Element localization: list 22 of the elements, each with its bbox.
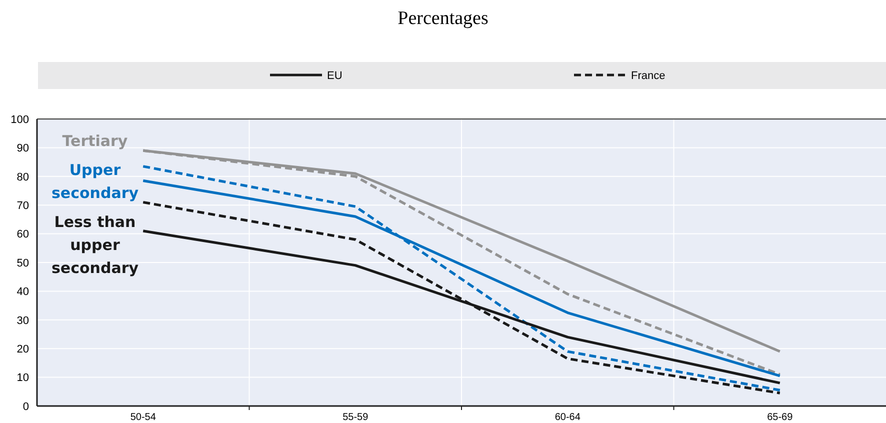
legend-label: France — [631, 70, 666, 82]
y-tick-label: 100 — [10, 114, 29, 126]
x-tick-label: 60-64 — [554, 412, 581, 423]
y-tick-label: 40 — [16, 286, 29, 298]
line-series — [142, 200, 782, 394]
legend-label: EU — [327, 70, 342, 82]
x-tick-label: 55-59 — [342, 412, 369, 423]
y-tick-label: 30 — [16, 314, 29, 327]
y-tick-label: 0 — [22, 400, 29, 413]
y-tick-label: 20 — [16, 343, 29, 356]
annotation: Less than upper secondary — [51, 213, 139, 277]
annotation: Upper secondary — [51, 161, 139, 202]
annotation: Tertiary — [62, 132, 128, 150]
x-tick-label: 50-54 — [130, 412, 156, 423]
y-tick-label: 10 — [16, 372, 29, 384]
y-tick-label: 50 — [16, 257, 29, 270]
chart-title: Percentages — [398, 8, 488, 29]
y-tick-label: 60 — [16, 228, 29, 241]
x-tick-label: 65-69 — [767, 412, 794, 423]
y-tick-label: 80 — [16, 171, 29, 184]
y-tick-label: 90 — [16, 142, 29, 155]
y-tick-label: 70 — [16, 200, 29, 212]
